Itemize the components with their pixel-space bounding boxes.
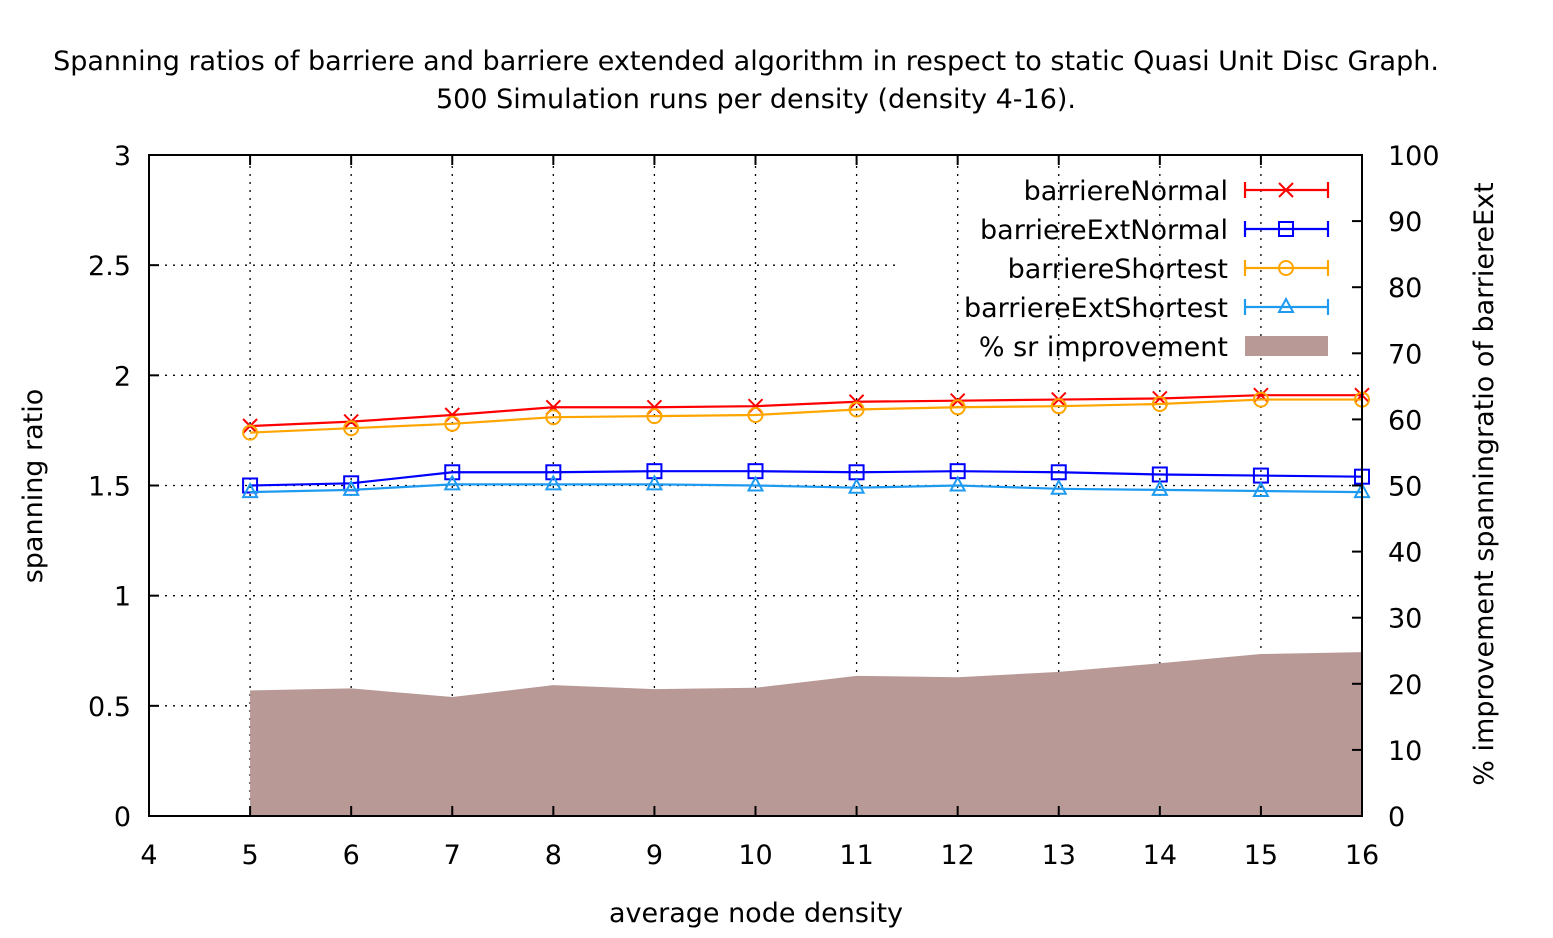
x-tick-label: 9 (646, 840, 663, 871)
y2-tick-label: 10 (1388, 736, 1422, 767)
legend-label: barriereShortest (1008, 254, 1228, 285)
y2-tick-label: 0 (1388, 802, 1405, 833)
y-tick-label: 2.5 (88, 251, 131, 282)
data-point (444, 415, 461, 432)
y-axis-label: spanning ratio (18, 389, 49, 584)
x-tick-label: 11 (839, 840, 873, 871)
data-point (1252, 391, 1269, 408)
x-tick-label: 10 (738, 840, 772, 871)
data-point (645, 474, 664, 491)
x-tick-label: 4 (140, 840, 157, 871)
x-tick-label: 8 (545, 840, 562, 871)
y2-tick-label: 90 (1388, 207, 1422, 238)
legend-item: barriereExtShortest (964, 293, 1330, 324)
x-tick-label: 7 (444, 840, 461, 871)
data-point (545, 464, 562, 481)
x-tick-label: 13 (1042, 840, 1076, 871)
y2-tick-label: 30 (1388, 604, 1422, 635)
data-point (1151, 479, 1169, 496)
y-tick-label: 2 (114, 361, 131, 392)
data-point (342, 479, 360, 496)
data-point (444, 464, 461, 481)
y2-tick-label: 50 (1388, 472, 1422, 503)
data-point (847, 477, 866, 494)
x-tick-label: 16 (1345, 840, 1379, 871)
series-line-barriereShortest (250, 398, 1362, 434)
legend-item: % sr improvement (979, 332, 1328, 363)
axes-layer: 4 5 6 7 8 9 10 11 12 13 14 15 1600.511.522.530102030… (88, 141, 1440, 871)
x-tick-label: 6 (343, 840, 360, 871)
legend: barriereNormal barriereExtNormal barriereS… (964, 176, 1330, 363)
y2-tick-label: 100 (1388, 141, 1440, 172)
legend-label: barriereNormal (1024, 176, 1228, 207)
data-point (544, 474, 563, 491)
chart-title: Spanning ratios of barriere and barriere… (53, 46, 1439, 77)
legend-marker (1278, 260, 1294, 276)
x-tick-label: 14 (1143, 840, 1177, 871)
data-point (343, 420, 360, 437)
x-tick-label: 5 (241, 840, 258, 871)
data-point (948, 475, 967, 492)
y-tick-label: 1.5 (88, 472, 131, 503)
data-point (646, 408, 663, 425)
data-point (747, 406, 764, 423)
data-point (746, 475, 765, 492)
y-tick-label: 0 (114, 802, 131, 833)
y-tick-label: 1 (114, 582, 131, 613)
data-point (1050, 478, 1068, 495)
y2-tick-label: 40 (1388, 538, 1422, 569)
legend-label: barriereExtShortest (964, 293, 1228, 324)
y2-tick-label: 60 (1388, 405, 1422, 436)
data-point (1252, 480, 1270, 498)
legend-label: % sr improvement (979, 332, 1228, 363)
y-tick-label: 0.5 (88, 692, 131, 723)
y2-tick-label: 20 (1388, 670, 1422, 701)
data-point (242, 424, 259, 441)
y-tick-label: 3 (114, 141, 131, 172)
legend-item: barriereExtNormal (980, 215, 1330, 246)
series-line-barriereNormal (250, 394, 1362, 428)
y2-axis-label: % improvement spanningratio of barriereE… (1469, 182, 1500, 785)
data-point (848, 401, 865, 418)
x-tick-label: 12 (940, 840, 974, 871)
series-layer (241, 387, 1371, 499)
data-point (1050, 398, 1067, 415)
data-point (545, 409, 562, 426)
improvement-area-layer (250, 652, 1362, 816)
data-point (242, 477, 259, 494)
series-line-barriereExtNormal (250, 470, 1363, 487)
data-point (1151, 395, 1168, 412)
legend-marker (1278, 182, 1294, 198)
legend-item: barriereShortest (1008, 254, 1330, 285)
series-line-barriereExtShortest (250, 483, 1363, 494)
data-point (241, 482, 259, 499)
x-tick-label: 15 (1244, 840, 1278, 871)
legend-swatch (1245, 336, 1328, 356)
y2-tick-label: 80 (1388, 273, 1422, 304)
x-axis-label: average node density (609, 898, 903, 929)
legend-label: barriereExtNormal (980, 215, 1228, 246)
legend-marker (1278, 221, 1294, 237)
data-point (443, 474, 461, 491)
grid-lines (149, 155, 1362, 816)
chart-subtitle: 500 Simulation runs per density (density… (436, 84, 1076, 115)
data-point (949, 399, 966, 416)
legend-item: barriereNormal (1024, 176, 1330, 207)
legend-marker (1277, 296, 1295, 313)
y2-tick-label: 70 (1388, 339, 1422, 370)
improvement-area (250, 652, 1362, 816)
